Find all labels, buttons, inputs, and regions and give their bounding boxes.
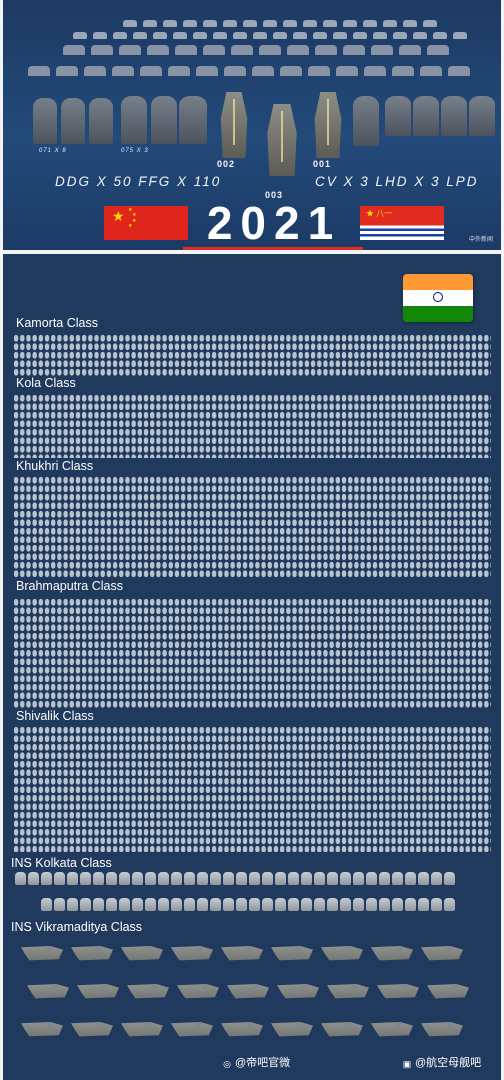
vikramaditya-row <box>27 978 477 1002</box>
weibo-watermark: ◎ @帝吧官微 <box>221 1054 290 1070</box>
amphibious-ship <box>353 96 379 146</box>
tieba-watermark: ▣ @航空母舰吧 <box>401 1054 481 1070</box>
amphibious-ship <box>469 96 495 136</box>
hull-label: 075 X 3 <box>121 148 149 154</box>
class-label-kolkata: INS Kolkata Class <box>11 856 112 870</box>
class-label-shivalik: Shivalik Class <box>16 709 94 723</box>
landing-ship <box>33 98 57 144</box>
small-ship-row <box>63 45 449 55</box>
kolkata-row <box>15 872 457 885</box>
kola-fleet <box>13 394 491 458</box>
kamorta-fleet <box>13 334 491 376</box>
carrier-number: 001 <box>313 159 332 169</box>
class-label-brahmaputra: Brahmaputra Class <box>16 579 123 593</box>
china-flag-icon: ★ ★ ★ ★ ★ <box>104 206 188 240</box>
india-flag-icon <box>403 274 473 322</box>
medium-ship-row <box>28 66 470 76</box>
hull-label: 071 X 8 <box>39 148 67 154</box>
landing-ship <box>151 96 177 144</box>
carrier-amphib-count: CV X 3 LHD X 3 LPD <box>315 174 479 189</box>
year-underline <box>183 247 363 250</box>
class-label-kamorta: Kamorta Class <box>16 316 98 330</box>
weibo-icon: ◎ <box>223 1059 231 1069</box>
landing-ship <box>61 98 85 144</box>
vikramaditya-row <box>21 1016 471 1040</box>
carrier-003 <box>267 104 297 176</box>
brahmaputra-fleet <box>13 598 491 708</box>
ashoka-chakra-icon <box>433 292 443 302</box>
carrier-001 <box>314 92 342 158</box>
china-fleet-panel: 071 X 8 075 X 3 002 003 001 DDG X 50 FFG… <box>3 0 501 250</box>
small-ship-row <box>123 20 437 27</box>
class-label-vikramaditya: INS Vikramaditya Class <box>11 920 143 934</box>
watermark-text: @航空母舰吧 <box>415 1057 482 1069</box>
carrier-number: 002 <box>217 159 236 169</box>
landing-ship <box>179 96 207 144</box>
source-watermark: 中外新闻 <box>468 237 493 243</box>
class-label-khukhri: Khukhri Class <box>16 459 94 473</box>
amphibious-ship <box>385 96 411 136</box>
year-title: 2021 <box>206 197 342 249</box>
shivalik-fleet <box>13 726 491 852</box>
vikramaditya-row <box>21 940 471 964</box>
small-ship-row <box>73 32 467 39</box>
amphibious-ship <box>441 96 467 136</box>
amphibious-ship <box>413 96 439 136</box>
khukhri-fleet <box>13 476 491 578</box>
tieba-icon: ▣ <box>402 1059 412 1069</box>
carrier-number: 003 <box>265 190 284 200</box>
landing-ship <box>89 98 113 144</box>
landing-ship <box>121 96 147 144</box>
kolkata-row <box>41 898 457 911</box>
carrier-002 <box>220 92 248 158</box>
plan-navy-flag-icon: ★ 八一 <box>360 206 444 240</box>
class-label-kola: Kola Class <box>16 376 76 390</box>
india-fleet-panel: Kamorta Class Kola Class Khukhri Class B… <box>3 254 501 1080</box>
destroyer-frigate-count: DDG X 50 FFG X 110 <box>55 174 222 189</box>
watermark-text: @帝吧官微 <box>235 1057 291 1069</box>
